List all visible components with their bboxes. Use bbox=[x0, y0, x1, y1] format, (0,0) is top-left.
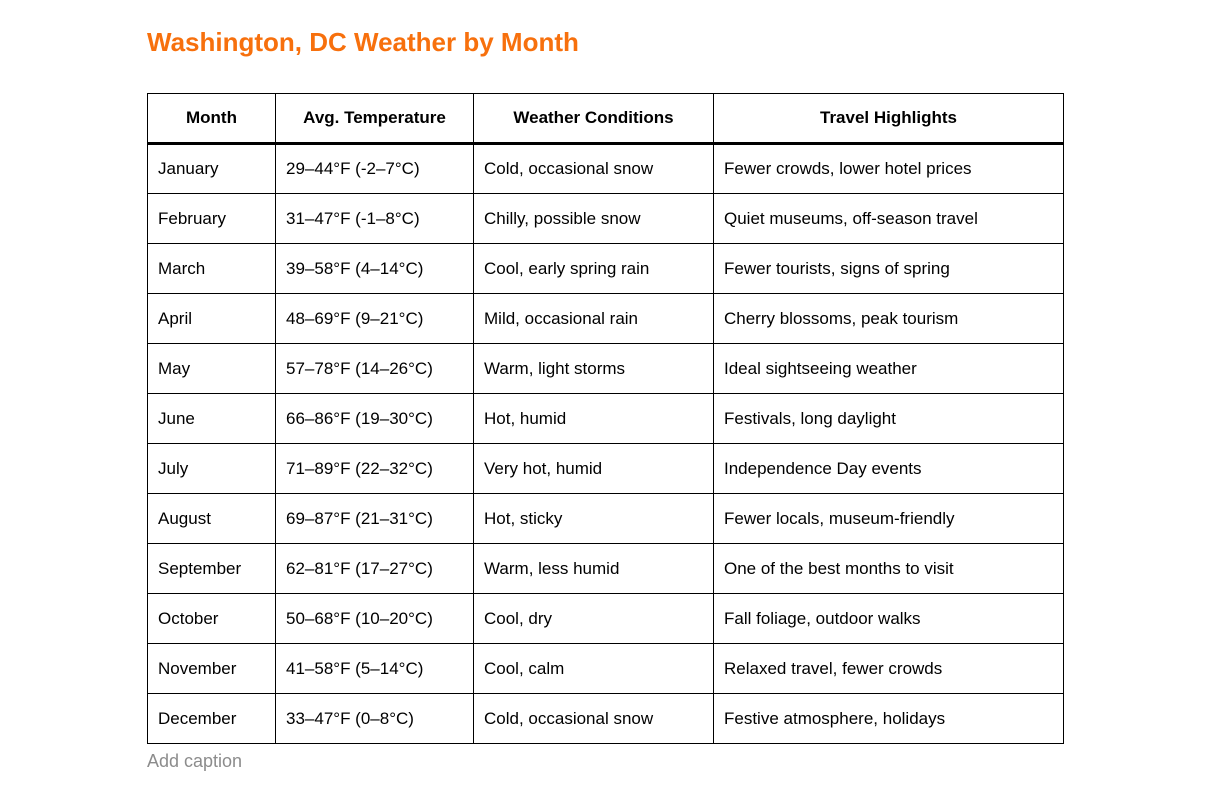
table-cell: Festive atmosphere, holidays bbox=[713, 693, 1064, 744]
table-cell: Mild, occasional rain bbox=[473, 293, 714, 344]
table-cell: One of the best months to visit bbox=[713, 543, 1064, 594]
table-cell: August bbox=[147, 493, 276, 544]
table-cell: May bbox=[147, 343, 276, 394]
table-cell: Chilly, possible snow bbox=[473, 193, 714, 244]
table-cell: Quiet museums, off-season travel bbox=[713, 193, 1064, 244]
table-cell: Ideal sightseeing weather bbox=[713, 343, 1064, 394]
table-row: March 39–58°F (4–14°C) Cool, early spring … bbox=[147, 243, 1064, 294]
table-row: August 69–87°F (21–31°C) Hot, sticky Fewer … bbox=[147, 493, 1064, 544]
table-cell: Cold, occasional snow bbox=[473, 143, 714, 194]
page-title: Washington, DC Weather by Month bbox=[147, 27, 579, 57]
column-header: Month bbox=[147, 93, 276, 145]
table-cell: January bbox=[147, 143, 276, 194]
table-cell: Warm, light storms bbox=[473, 343, 714, 394]
table-cell: Cool, dry bbox=[473, 593, 714, 644]
table-cell: December bbox=[147, 693, 276, 744]
column-header: Travel Highlights bbox=[713, 93, 1064, 145]
table-row: February 31–47°F (-1–8°C) Chilly, possible… bbox=[147, 193, 1064, 244]
table-cell: 66–86°F (19–30°C) bbox=[275, 393, 474, 444]
table-cell: July bbox=[147, 443, 276, 494]
table-cell: 41–58°F (5–14°C) bbox=[275, 643, 474, 694]
table-cell: April bbox=[147, 293, 276, 344]
table-header-row: Month Avg. Temperature Weather Conditions T… bbox=[147, 93, 1064, 145]
table-row: December 33–47°F (0–8°C) Cold, occasional … bbox=[147, 693, 1064, 744]
table-cell: Very hot, humid bbox=[473, 443, 714, 494]
table-cell: Cherry blossoms, peak tourism bbox=[713, 293, 1064, 344]
table-cell: Festivals, long daylight bbox=[713, 393, 1064, 444]
table-cell: 39–58°F (4–14°C) bbox=[275, 243, 474, 294]
table-cell: November bbox=[147, 643, 276, 694]
table-row: May 57–78°F (14–26°C) Warm, light storms Id… bbox=[147, 343, 1064, 394]
table-cell: 31–47°F (-1–8°C) bbox=[275, 193, 474, 244]
table-cell: Relaxed travel, fewer crowds bbox=[713, 643, 1064, 694]
table-cell: Fewer locals, museum-friendly bbox=[713, 493, 1064, 544]
table-row: September 62–81°F (17–27°C) Warm, less hum… bbox=[147, 543, 1064, 594]
table-cell: June bbox=[147, 393, 276, 444]
table-cell: 57–78°F (14–26°C) bbox=[275, 343, 474, 394]
add-caption-placeholder[interactable]: Add caption bbox=[147, 751, 243, 771]
table-cell: October bbox=[147, 593, 276, 644]
table-cell: 50–68°F (10–20°C) bbox=[275, 593, 474, 644]
table-cell: Warm, less humid bbox=[473, 543, 714, 594]
table-cell: 33–47°F (0–8°C) bbox=[275, 693, 474, 744]
table-cell: Cool, early spring rain bbox=[473, 243, 714, 294]
table-cell: Independence Day events bbox=[713, 443, 1064, 494]
column-header: Avg. Temperature bbox=[275, 93, 474, 145]
table-cell: March bbox=[147, 243, 276, 294]
table-row: January 29–44°F (-2–7°C) Cold, occasional … bbox=[147, 143, 1064, 194]
table-row: November 41–58°F (5–14°C) Cool, calm Relaxe… bbox=[147, 643, 1064, 694]
table-cell: Cold, occasional snow bbox=[473, 693, 714, 744]
table-cell: 62–81°F (17–27°C) bbox=[275, 543, 474, 594]
table-cell: Fall foliage, outdoor walks bbox=[713, 593, 1064, 644]
table-cell: Fewer tourists, signs of spring bbox=[713, 243, 1064, 294]
table-cell: 71–89°F (22–32°C) bbox=[275, 443, 474, 494]
table-row: April 48–69°F (9–21°C) Mild, occasional ra… bbox=[147, 293, 1064, 344]
table-cell: 48–69°F (9–21°C) bbox=[275, 293, 474, 344]
weather-table: Month Avg. Temperature Weather Conditions T… bbox=[147, 93, 1064, 744]
table-row: June 66–86°F (19–30°C) Hot, humid Festivals… bbox=[147, 393, 1064, 444]
table-cell: Fewer crowds, lower hotel prices bbox=[713, 143, 1064, 194]
table-cell: Hot, sticky bbox=[473, 493, 714, 544]
table-row: July 71–89°F (22–32°C) Very hot, humid Inde… bbox=[147, 443, 1064, 494]
table-cell: February bbox=[147, 193, 276, 244]
table-cell: Cool, calm bbox=[473, 643, 714, 694]
table-cell: Hot, humid bbox=[473, 393, 714, 444]
table-cell: 69–87°F (21–31°C) bbox=[275, 493, 474, 544]
column-header: Weather Conditions bbox=[473, 93, 714, 145]
table-row: October 50–68°F (10–20°C) Cool, dry Fall fo… bbox=[147, 593, 1064, 644]
table-cell: 29–44°F (-2–7°C) bbox=[275, 143, 474, 194]
table-cell: September bbox=[147, 543, 276, 594]
